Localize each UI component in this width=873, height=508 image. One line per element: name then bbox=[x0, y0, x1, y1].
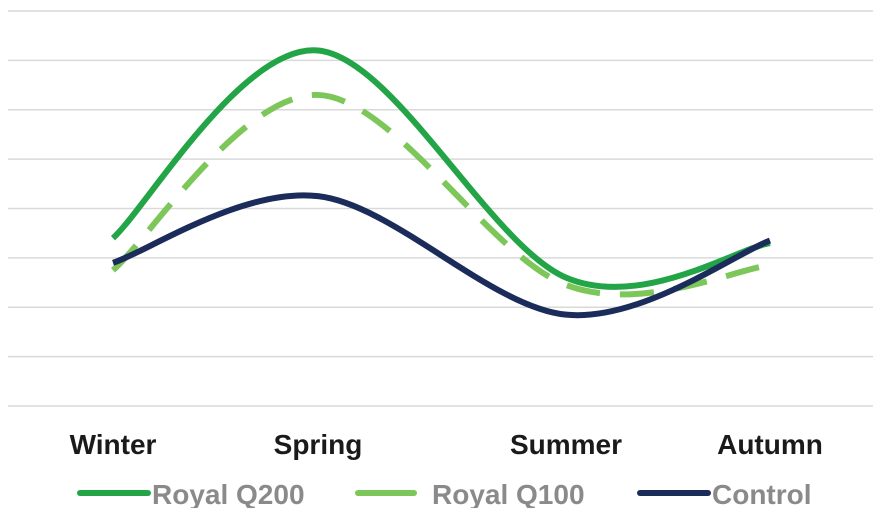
gridlines bbox=[8, 10, 873, 407]
x-tick-label-autumn: Autumn bbox=[717, 429, 823, 460]
legend-item-royal-q200: Royal Q200 bbox=[77, 479, 305, 508]
legend-item-royal-q100: Royal Q100 bbox=[355, 479, 585, 508]
series-line-control bbox=[112, 192, 772, 319]
series-line-royal-q200 bbox=[110, 47, 771, 290]
x-axis-tick-labels: Winter Spring Summer Autumn bbox=[70, 429, 823, 460]
legend-label: Royal Q100 bbox=[432, 479, 585, 508]
legend-label: Control bbox=[712, 479, 812, 508]
legend-item-control: Control bbox=[637, 479, 812, 508]
x-tick-label-winter: Winter bbox=[70, 429, 157, 460]
x-tick-label-spring: Spring bbox=[274, 429, 363, 460]
x-tick-label-summer: Summer bbox=[510, 429, 622, 460]
legend-label: Royal Q200 bbox=[152, 479, 305, 508]
series-lines bbox=[110, 47, 772, 319]
legend: Royal Q200 Royal Q100 Control bbox=[77, 479, 812, 508]
series-line-royal-q100 bbox=[111, 91, 771, 298]
